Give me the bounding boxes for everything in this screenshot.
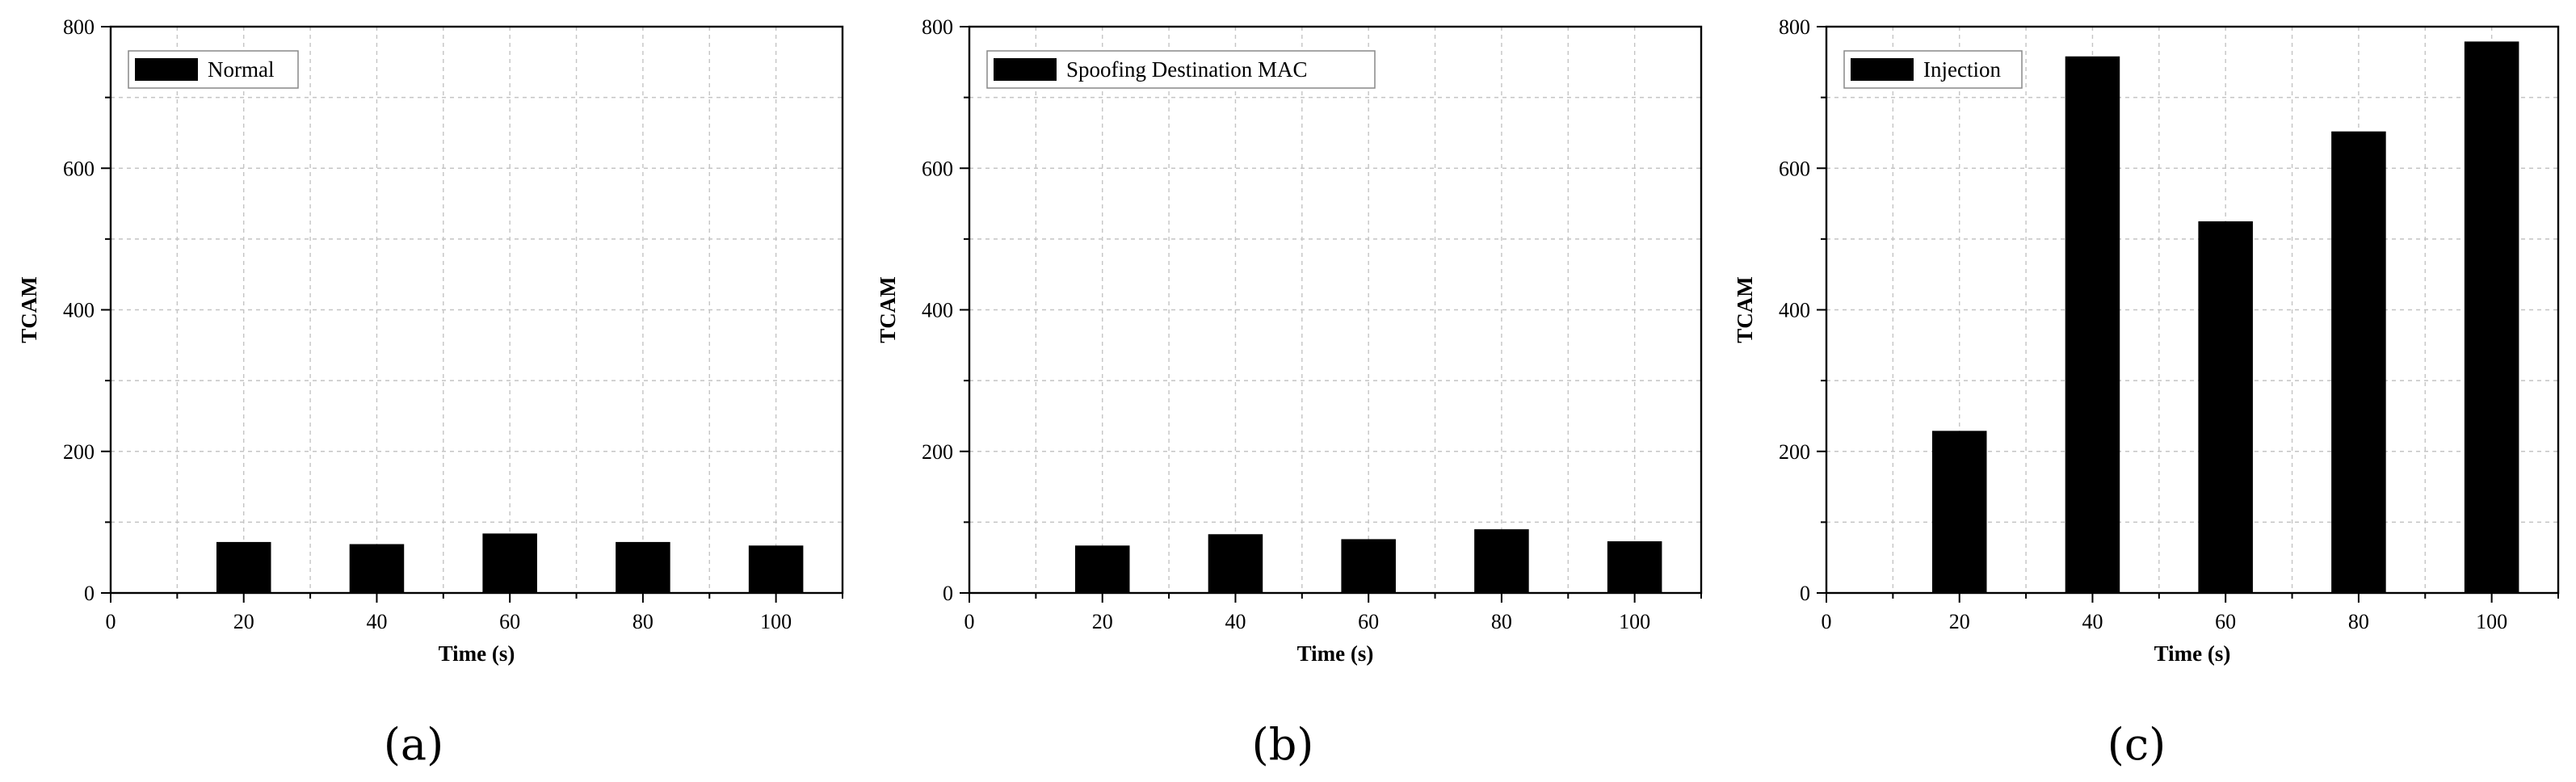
- legend-swatch: [994, 58, 1057, 81]
- legend-swatch: [1851, 58, 1914, 81]
- bar-60: [2198, 221, 2253, 593]
- x-tick-label: 20: [1092, 610, 1113, 633]
- bar-80: [2331, 131, 2386, 593]
- legend-swatch: [135, 58, 198, 81]
- x-tick-label: 20: [1949, 610, 1970, 633]
- x-tick-label: 0: [1822, 610, 1832, 633]
- x-axis-label: Time (s): [439, 641, 515, 666]
- y-tick-label: 400: [1779, 299, 1810, 322]
- y-tick-label: 200: [1779, 440, 1810, 464]
- x-tick-label: 80: [632, 610, 653, 633]
- x-tick-label: 20: [233, 610, 254, 633]
- y-tick-label: 0: [943, 582, 953, 605]
- bar-80: [616, 541, 670, 593]
- chart-panel-3: 0 20 40 60 80 100 0 200 400 600 800 Time (s) TCAM Inj…: [1733, 15, 2560, 770]
- bar-40: [349, 544, 405, 593]
- y-tick-label: 800: [1779, 15, 1810, 39]
- panel-caption: (a): [384, 719, 443, 770]
- legend-label: Spoofing Destination MAC: [1066, 57, 1308, 82]
- x-tick-label: 0: [106, 610, 116, 633]
- x-tick-label: 100: [2476, 610, 2507, 633]
- bar-100: [748, 545, 804, 593]
- bar-60: [482, 533, 537, 593]
- y-tick-label: 600: [63, 157, 95, 180]
- y-tick-label: 600: [922, 157, 953, 180]
- panel-caption: (b): [1252, 719, 1314, 770]
- chart-panel-2: 0 20 40 60 80 100 0 200 400 600 800 Time (s) TCAM Spo…: [876, 15, 1703, 770]
- y-axis-label: TCAM: [1733, 276, 1757, 343]
- x-tick-label: 60: [2215, 610, 2236, 633]
- x-tick-label: 80: [2348, 610, 2369, 633]
- x-tick-label: 60: [1358, 610, 1379, 633]
- x-axis-label: Time (s): [2154, 641, 2231, 666]
- bar-60: [1341, 539, 1396, 593]
- y-axis-label: TCAM: [17, 276, 41, 343]
- x-tick-label: 100: [1619, 610, 1650, 633]
- x-tick-label: 40: [2082, 610, 2103, 633]
- x-tick-label: 40: [1225, 610, 1246, 633]
- panel-caption: (c): [2107, 719, 2166, 770]
- chart-panel-1: 0 20 40 60 80 100 0 200 400 600 800 Time (s) TCAM Nor…: [17, 15, 844, 770]
- y-tick-label: 0: [84, 582, 95, 605]
- bar-40: [1208, 534, 1263, 593]
- x-axis-label: Time (s): [1297, 641, 1374, 666]
- y-tick-label: 0: [1800, 582, 1810, 605]
- legend-label: Injection: [1923, 57, 2001, 82]
- bar-100: [2464, 41, 2519, 594]
- bar-20: [1931, 431, 1987, 593]
- y-tick-label: 200: [922, 440, 953, 464]
- x-tick-label: 100: [760, 610, 792, 633]
- y-tick-label: 800: [922, 15, 953, 39]
- legend-label: Normal: [208, 57, 274, 82]
- y-tick-label: 400: [63, 299, 95, 322]
- x-tick-label: 60: [499, 610, 520, 633]
- y-tick-label: 600: [1779, 157, 1810, 180]
- y-axis-label: TCAM: [876, 276, 900, 343]
- x-tick-label: 0: [964, 610, 975, 633]
- x-tick-label: 80: [1491, 610, 1512, 633]
- bar-20: [1074, 545, 1130, 593]
- y-tick-label: 800: [63, 15, 95, 39]
- bar-40: [2065, 56, 2120, 594]
- y-tick-label: 200: [63, 440, 95, 464]
- y-tick-label: 400: [922, 299, 953, 322]
- x-tick-label: 40: [366, 610, 387, 633]
- bar-20: [216, 541, 271, 593]
- bar-80: [1474, 529, 1529, 593]
- bar-100: [1607, 541, 1662, 593]
